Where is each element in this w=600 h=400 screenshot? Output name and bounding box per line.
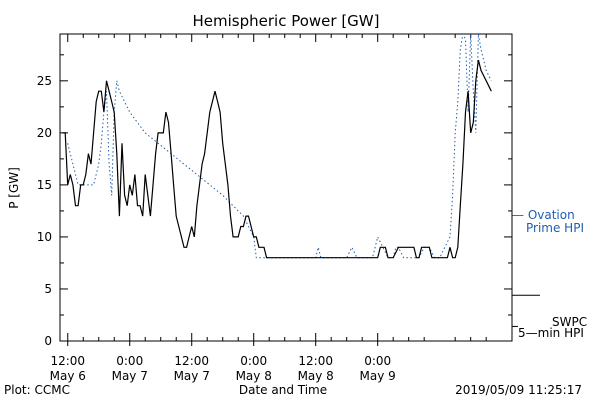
- swpc-hpi-line: [62, 59, 492, 259]
- x-tick-time-label: 0:00: [364, 354, 391, 368]
- y-axis-ticks: 0 5 10 15 20 25: [37, 54, 512, 348]
- x-tick-date-label: May 7: [112, 369, 148, 383]
- x-tick-time-label: 0:00: [116, 354, 143, 368]
- y-tick-label: 20: [37, 126, 52, 140]
- chart-title: Hemispheric Power [GW]: [193, 12, 380, 30]
- y-axis-label: P [GW]: [7, 167, 21, 209]
- x-tick-date-label: May 8: [298, 369, 334, 383]
- series-layer: [62, 34, 492, 259]
- y-tick-label: 0: [44, 334, 52, 348]
- x-tick-date-label: May 7: [174, 369, 210, 383]
- y-tick-label: 25: [37, 74, 52, 88]
- x-tick-time-label: 12:00: [50, 354, 85, 368]
- x-tick-date-label: May 6: [50, 369, 86, 383]
- legend-swpc-label: SWPC: [552, 315, 587, 329]
- y-tick-label: 15: [37, 178, 52, 192]
- x-tick-time-label: 12:00: [174, 354, 209, 368]
- legend-ovation-label: — Ovation: [512, 208, 575, 222]
- footer-timestamp: 2019/05/09 11:25:17: [455, 383, 582, 397]
- plot-frame: [59, 33, 513, 342]
- ovation-prime-hpi-line: [67, 34, 492, 259]
- x-axis-label: Date and Time: [239, 383, 327, 397]
- x-tick-time-label: 0:00: [240, 354, 267, 368]
- y-tick-label: 5: [44, 282, 52, 296]
- footer-plot-credit: Plot: CCMC: [4, 383, 70, 397]
- y-tick-label: 10: [37, 230, 52, 244]
- x-tick-date-label: May 8: [236, 369, 272, 383]
- x-tick-time-label: 12:00: [298, 354, 333, 368]
- legend-swpc-label-line2: 5—min HPI: [518, 326, 584, 340]
- x-tick-date-label: May 9: [360, 369, 396, 383]
- legend-ovation-label-line2: Prime HPI: [526, 221, 584, 235]
